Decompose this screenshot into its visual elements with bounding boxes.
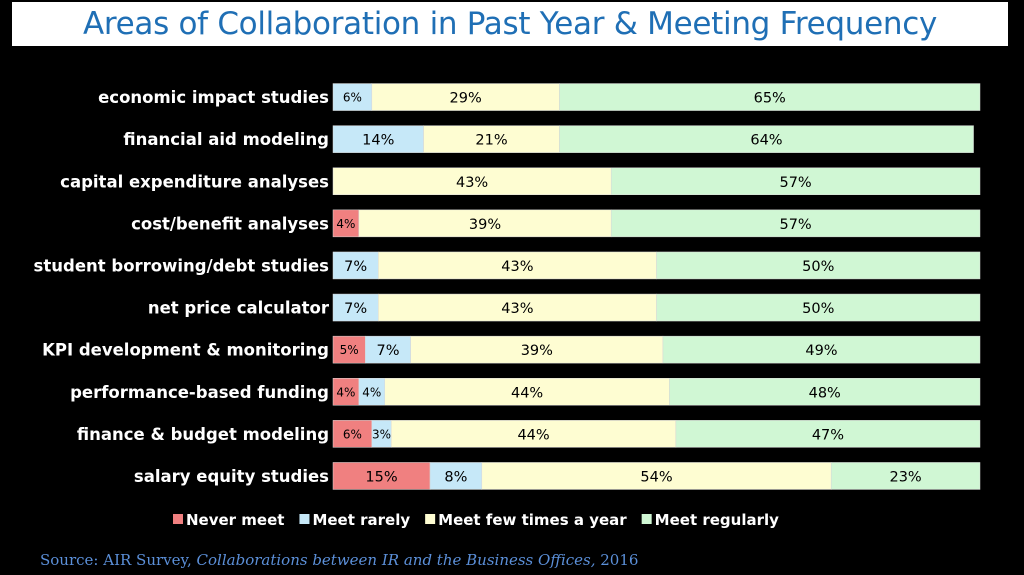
bar-segment-meet-few-times-a-year-cost-benefit-analyses <box>358 209 612 238</box>
category-label-kpi-development-monitoring: KPI development & monitoring <box>42 341 329 360</box>
data-label-meet-few-times-a-year-financial-aid-modeling: 21% <box>475 133 507 149</box>
legend-label-meet-few-times-a-year: Meet few times a year <box>438 511 627 529</box>
data-label-meet-rarely-net-price-calculator: 7% <box>344 301 367 317</box>
data-label-meet-few-times-a-year-kpi-development-monitoring: 39% <box>521 343 553 359</box>
bar-segment-meet-regularly-salary-equity-studies <box>830 462 981 490</box>
data-label-meet-few-times-a-year-student-borrowing-debt-studies: 43% <box>501 259 533 275</box>
data-label-meet-rarely-student-borrowing-debt-studies: 7% <box>344 259 367 275</box>
data-label-meet-regularly-performance-based-funding: 48% <box>809 385 841 401</box>
bar-segment-meet-rarely-kpi-development-monitoring <box>365 335 411 364</box>
bar-segment-meet-regularly-student-borrowing-debt-studies <box>656 251 981 280</box>
data-label-never-meet-finance-budget-modeling: 6% <box>343 427 362 441</box>
bar-segment-meet-rarely-financial-aid-modeling <box>332 125 424 153</box>
bar-segment-meet-few-times-a-year-financial-aid-modeling <box>423 125 560 153</box>
data-label-meet-regularly-cost-benefit-analyses: 57% <box>779 217 811 233</box>
bar-segment-meet-rarely-economic-impact-studies <box>332 83 373 111</box>
category-label-finance-budget-modeling: finance & budget modeling <box>77 425 329 444</box>
legend-label-meet-rarely: Meet rarely <box>312 511 410 529</box>
bar-segment-meet-few-times-a-year-net-price-calculator <box>378 293 657 322</box>
data-label-meet-rarely-finance-budget-modeling: 3% <box>372 427 391 441</box>
source-note: Source: AIR Survey, Collaborations betwe… <box>40 551 638 569</box>
data-label-meet-regularly-financial-aid-modeling: 64% <box>750 133 782 149</box>
bar-segment-meet-regularly-net-price-calculator <box>656 293 981 322</box>
bar-segment-never-meet-performance-based-funding <box>332 378 360 406</box>
bar-segment-meet-rarely-net-price-calculator <box>332 293 379 322</box>
data-label-never-meet-cost-benefit-analyses: 4% <box>336 217 355 231</box>
data-label-meet-regularly-salary-equity-studies: 23% <box>889 469 921 485</box>
bar-segment-never-meet-salary-equity-studies <box>332 462 431 490</box>
source-title: Collaborations between IR and the Busine… <box>196 551 596 569</box>
data-label-meet-regularly-capital-expenditure-analyses: 57% <box>779 175 811 191</box>
category-label-financial-aid-modeling: financial aid modeling <box>123 130 329 149</box>
data-label-meet-rarely-performance-based-funding: 4% <box>362 385 381 399</box>
legend-swatch-meet-regularly <box>641 514 652 524</box>
category-label-salary-equity-studies: salary equity studies <box>134 467 329 486</box>
bar-segment-never-meet-cost-benefit-analyses <box>332 209 360 238</box>
data-label-meet-few-times-a-year-salary-equity-studies: 54% <box>640 469 672 485</box>
data-label-meet-few-times-a-year-capital-expenditure-analyses: 43% <box>456 175 488 191</box>
data-label-meet-few-times-a-year-cost-benefit-analyses: 39% <box>469 217 501 233</box>
bar-segment-meet-rarely-student-borrowing-debt-studies <box>332 251 379 280</box>
bar-segment-meet-regularly-financial-aid-modeling <box>559 125 974 153</box>
bar-segment-meet-rarely-performance-based-funding <box>358 378 386 406</box>
data-label-meet-few-times-a-year-net-price-calculator: 43% <box>501 301 533 317</box>
data-label-meet-rarely-salary-equity-studies: 8% <box>444 469 467 485</box>
legend-label-meet-regularly: Meet regularly <box>655 511 779 529</box>
bar-segment-meet-few-times-a-year-performance-based-funding <box>384 378 670 406</box>
bar-segment-meet-regularly-performance-based-funding <box>669 378 981 406</box>
bar-segment-meet-rarely-salary-equity-studies <box>429 462 483 490</box>
data-label-meet-regularly-student-borrowing-debt-studies: 50% <box>802 259 834 275</box>
data-label-meet-rarely-economic-impact-studies: 6% <box>343 91 362 105</box>
legend-label-never-meet: Never meet <box>186 511 284 529</box>
bar-segment-meet-few-times-a-year-economic-impact-studies <box>371 83 560 111</box>
bar-segment-meet-regularly-cost-benefit-analyses <box>610 209 981 238</box>
data-label-meet-rarely-financial-aid-modeling: 14% <box>362 133 394 149</box>
bar-segment-never-meet-finance-budget-modeling <box>332 420 373 448</box>
legend-swatch-meet-rarely <box>299 514 310 524</box>
category-label-net-price-calculator: net price calculator <box>148 299 330 318</box>
bar-segment-meet-few-times-a-year-salary-equity-studies <box>481 462 832 490</box>
source-prefix: Source: AIR Survey, <box>40 551 197 569</box>
data-label-meet-few-times-a-year-economic-impact-studies: 29% <box>450 91 482 107</box>
data-label-meet-regularly-kpi-development-monitoring: 49% <box>805 343 837 359</box>
data-label-meet-few-times-a-year-performance-based-funding: 44% <box>511 385 543 401</box>
legend-swatch-never-meet <box>173 514 183 524</box>
data-label-meet-rarely-kpi-development-monitoring: 7% <box>376 343 399 359</box>
data-label-never-meet-salary-equity-studies: 15% <box>365 469 397 485</box>
bar-segment-meet-regularly-finance-budget-modeling <box>675 420 981 448</box>
category-label-performance-based-funding: performance-based funding <box>70 383 329 402</box>
data-label-meet-regularly-economic-impact-studies: 65% <box>754 91 786 107</box>
bar-segment-meet-few-times-a-year-capital-expenditure-analyses <box>332 167 612 195</box>
data-label-meet-regularly-net-price-calculator: 50% <box>802 301 834 317</box>
legend-swatch-meet-few-times-a-year <box>425 514 436 524</box>
category-label-cost-benefit-analyses: cost/benefit analyses <box>131 214 329 233</box>
bar-segment-meet-regularly-kpi-development-monitoring <box>662 335 981 364</box>
data-label-never-meet-performance-based-funding: 4% <box>336 385 355 399</box>
bar-segment-meet-regularly-economic-impact-studies <box>559 83 981 111</box>
category-label-economic-impact-studies: economic impact studies <box>98 88 329 107</box>
data-label-never-meet-kpi-development-monitoring: 5% <box>340 343 359 357</box>
title-box: Areas of Collaboration in Past Year & Me… <box>12 2 1008 46</box>
data-label-meet-regularly-finance-budget-modeling: 47% <box>812 427 844 443</box>
source-year: 2016 <box>595 551 639 569</box>
bar-segment-meet-regularly-capital-expenditure-analyses <box>610 167 981 195</box>
bar-segment-meet-few-times-a-year-student-borrowing-debt-studies <box>378 251 657 280</box>
category-label-capital-expenditure-analyses: capital expenditure analyses <box>60 172 329 191</box>
category-label-student-borrowing-debt-studies: student borrowing/debt studies <box>34 256 330 275</box>
data-label-meet-few-times-a-year-finance-budget-modeling: 44% <box>517 427 549 443</box>
chart-title: Areas of Collaboration in Past Year & Me… <box>82 6 938 42</box>
